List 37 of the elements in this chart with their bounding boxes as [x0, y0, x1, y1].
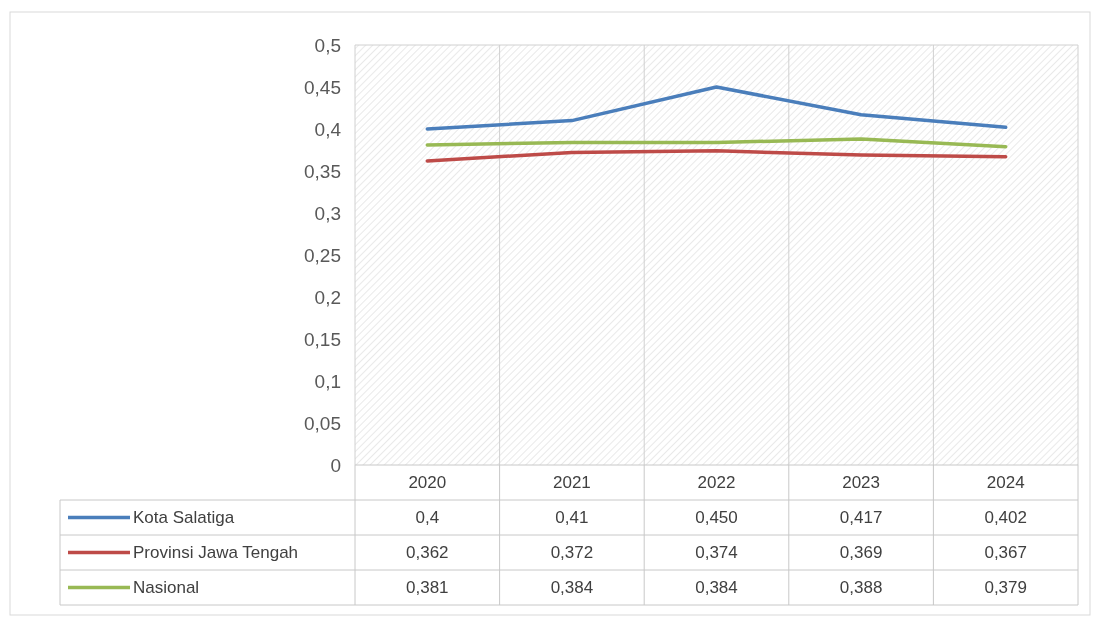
data-label: 0,41	[555, 508, 589, 528]
line-series	[425, 85, 1008, 131]
line-series	[425, 149, 1008, 163]
legend-label: Provinsi Jawa Tengah	[133, 543, 299, 563]
x-tick-label: 2024	[986, 473, 1025, 493]
line-series	[425, 137, 1008, 149]
data-label: 0,402	[984, 508, 1027, 528]
legend-label: Nasional	[133, 578, 200, 598]
data-label: 0,450	[695, 508, 738, 528]
y-tick-label: 0,45	[304, 76, 341, 98]
y-tick-label: 0	[330, 454, 341, 476]
y-tick-label: 0,25	[304, 244, 341, 266]
data-label: 0,369	[839, 543, 883, 563]
y-tick-label: 0,35	[304, 160, 341, 182]
data-label: 0,374	[695, 543, 738, 563]
y-tick-label: 0,4	[314, 118, 342, 140]
data-label: 0,367	[984, 543, 1027, 563]
y-tick-label: 0,15	[304, 328, 341, 350]
x-tick-label: 2021	[552, 473, 591, 493]
data-label: 0,379	[984, 578, 1027, 598]
y-tick-label: 0,1	[314, 370, 341, 392]
y-tick-label: 0,05	[304, 412, 341, 434]
data-label: 0,384	[695, 578, 738, 598]
data-label: 0,4	[415, 508, 440, 528]
data-label: 0,381	[406, 578, 449, 598]
y-tick-label: 0,5	[314, 34, 341, 56]
y-tick-label: 0,2	[314, 286, 341, 308]
data-label: 0,372	[550, 543, 594, 563]
x-tick-label: 2023	[842, 473, 881, 493]
legend-label: Kota Salatiga	[133, 508, 235, 528]
data-label: 0,384	[550, 578, 594, 598]
x-tick-label: 2022	[697, 473, 736, 493]
x-tick-label: 2020	[408, 473, 447, 493]
data-label: 0,417	[839, 508, 883, 528]
data-label: 0,362	[406, 543, 449, 563]
y-tick-label: 0,3	[314, 202, 341, 224]
data-label: 0,388	[839, 578, 883, 598]
